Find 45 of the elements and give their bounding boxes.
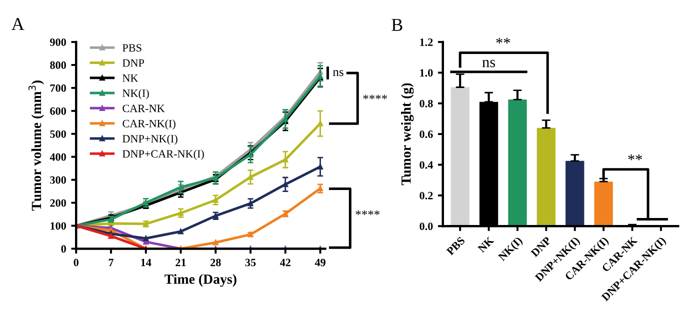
y-axis-title: Tumor weight (g) <box>401 83 414 186</box>
y-tick-label: 400 <box>50 153 66 161</box>
legend-label: NK <box>122 74 138 82</box>
annotation: ** <box>628 154 642 160</box>
x-tick-label: 49 <box>314 258 326 266</box>
x-tick-label: NK <box>477 236 494 253</box>
text: **** <box>356 210 380 216</box>
x-tick-label: 14 <box>141 258 152 266</box>
x-tick-label: 0 <box>74 258 78 266</box>
legend-label: PBS <box>122 44 142 52</box>
x-tick-label: 28 <box>210 258 221 266</box>
y-tick-label: 900 <box>50 38 66 46</box>
y-tick-label: 0.8 <box>420 100 433 108</box>
y-tick-label: 500 <box>50 130 66 138</box>
y-tick-label: 300 <box>50 176 66 184</box>
x-tick-label: 21 <box>176 258 186 266</box>
legend-label: DNP+CAR-NK(I) <box>122 150 204 160</box>
x-tick-label: 7 <box>108 258 114 266</box>
y-tick-label: 800 <box>50 61 66 69</box>
y-tick-label: 0.2 <box>420 192 433 200</box>
y-tick-label: 200 <box>50 199 66 207</box>
y-tick-label: 0.0 <box>420 222 433 230</box>
chart-title: B <box>392 18 402 31</box>
chart-title: A <box>12 18 24 30</box>
y-tick-label: 1.0 <box>420 69 433 77</box>
x-tick-label: 35 <box>245 258 256 266</box>
legend-label: NK(I) <box>122 89 149 100</box>
x-tick-label: PBS <box>446 236 466 256</box>
legend-label: DNP+NK(I) <box>122 134 178 145</box>
y-tick-label: 0.4 <box>420 161 433 169</box>
y-tick-label: 1.2 <box>420 38 433 46</box>
y-tick-label: 100 <box>50 222 66 230</box>
x-axis-title: Time (Days) <box>164 274 236 287</box>
y-tick-label: 0.6 <box>420 130 433 138</box>
legend-label: CAR-NK(I) <box>122 120 176 130</box>
y-axis-title: Tumor volume (mm$^{3}$) <box>28 80 44 211</box>
text: **** <box>363 94 388 100</box>
y-tick-label: 700 <box>50 84 66 92</box>
annotation: ns <box>482 60 496 68</box>
text: ns <box>333 70 344 76</box>
annotation: ** <box>496 38 510 44</box>
legend-label: CAR-NK <box>122 104 165 112</box>
x-tick-label: 42 <box>280 258 290 266</box>
legend-label: DNP <box>122 59 144 67</box>
y-tick-label: 600 <box>50 107 66 115</box>
